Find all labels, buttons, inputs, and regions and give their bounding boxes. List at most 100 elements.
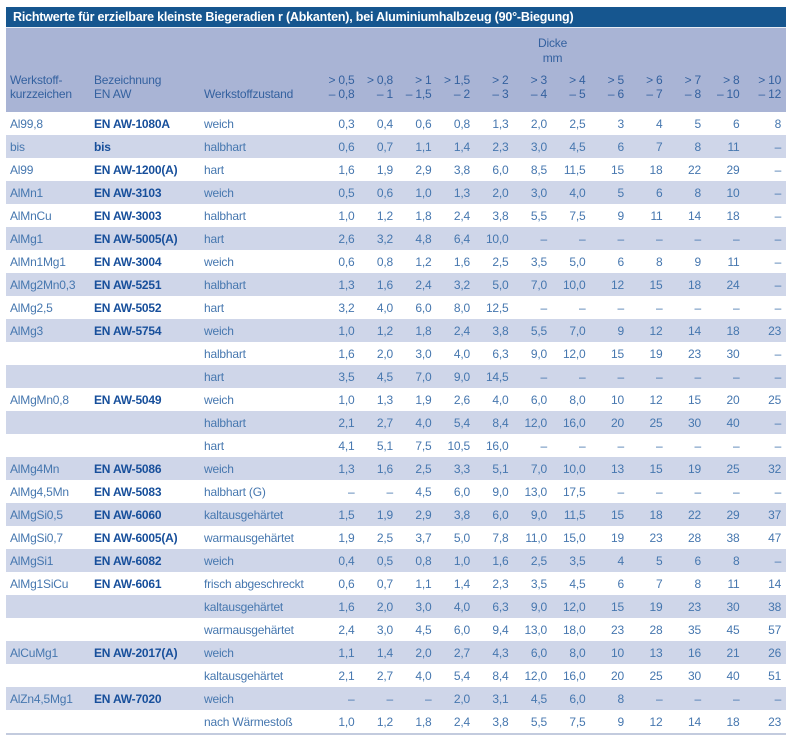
value-cell: 3,0 (401, 595, 440, 618)
en-aw-cell (94, 710, 204, 734)
value-cell: 3,8 (492, 714, 509, 729)
state-cell: weich (204, 181, 324, 204)
value-cell: 28 (688, 530, 701, 545)
value-cell: 6,0 (555, 687, 594, 710)
state-cell: halbhart (204, 208, 246, 223)
value-cell: 51 (768, 668, 782, 683)
value-cell: 10,5 (447, 438, 470, 453)
value-cell: 3,5 (324, 365, 363, 388)
value-cell: – (694, 484, 702, 499)
thickness-col-to: – 6 (593, 87, 632, 112)
value-cell: 9,0 (516, 595, 555, 618)
value-cell: 1,6 (362, 457, 401, 480)
value-cell: – (324, 687, 363, 710)
table-row: warmausgehärtet 2,4 3,0 4,5 6,0 9,4 13,0 18,0 23… (6, 618, 786, 641)
value-cell: 40 (709, 411, 748, 434)
value-cell: – (617, 484, 625, 499)
value-cell: – (774, 208, 782, 223)
value-cell: 5,0 (569, 254, 586, 269)
material-column-label-line1: Werkstoff- (6, 65, 94, 87)
value-cell: 3,1 (478, 687, 517, 710)
value-cell: 3,0 (376, 622, 393, 637)
value-cell: 6 (733, 116, 740, 131)
en-aw-cell: bis (94, 135, 204, 158)
value-cell: 2,0 (530, 116, 547, 131)
value-cell: 30 (726, 346, 740, 361)
value-cell: 12 (632, 319, 671, 342)
table-row: AlMgSi1 EN AW-6082 weich 0,4 0,5 0,8 1,0 1,6 2,5… (6, 549, 787, 572)
value-cell: 4,5 (362, 365, 401, 388)
header-labels-top-row: Werkstoff- Bezeichnung > 0,5 > 0,8 > 1 > 1,… (6, 65, 787, 87)
value-cell: 14,5 (478, 365, 517, 388)
value-cell: 8 (670, 135, 709, 158)
value-cell: 2,4 (453, 714, 470, 729)
value-cell: 3,0 (516, 135, 555, 158)
value-cell: 2,0 (439, 687, 478, 710)
value-cell: 6,0 (530, 392, 547, 407)
material-cell: AlMg1 (6, 227, 94, 250)
value-cell: 14 (688, 208, 701, 223)
thickness-col-to: – 1 (362, 87, 401, 112)
value-cell: 8,4 (492, 668, 509, 683)
value-cell: 6 (593, 135, 632, 158)
thickness-col-to: – 7 (632, 87, 671, 112)
value-cell: 30 (688, 668, 701, 683)
state-cell: kaltausgehärtet (204, 595, 324, 618)
header-spacer (6, 50, 324, 65)
value-cell: – (747, 687, 787, 710)
value-cell: 11 (727, 576, 740, 591)
en-aw-cell: EN AW-2017(A) (94, 641, 204, 664)
value-cell: 7 (656, 576, 663, 591)
table-row: Al99 EN AW-1200(A) hart 1,6 1,9 2,9 3,8 6,0 8,5 1… (6, 158, 786, 181)
thickness-col-from: > 0,5 (324, 65, 363, 87)
value-cell: 29 (709, 503, 748, 526)
value-cell: 23 (688, 346, 701, 361)
material-cell: bis (6, 135, 94, 158)
material-cell (6, 365, 94, 388)
material-cell: AlMgMn0,8 (10, 392, 69, 407)
value-cell: 2,4 (338, 622, 355, 637)
header-spacer (6, 28, 324, 50)
value-cell: 0,5 (362, 549, 401, 572)
state-cell: hart (204, 365, 324, 388)
value-cell: 10,0 (478, 227, 517, 250)
state-cell: hart (204, 300, 224, 315)
value-cell: 9 (593, 319, 632, 342)
value-cell: 18 (709, 319, 748, 342)
state-column-label-spacer (204, 65, 324, 87)
table-row: AlMgSi0,7 EN AW-6005(A) warmausgehärtet 1,9… (6, 526, 786, 549)
material-cell (6, 595, 94, 618)
value-cell: 1,1 (401, 135, 440, 158)
value-cell: 2,3 (478, 135, 517, 158)
value-cell: 2,0 (376, 346, 393, 361)
en-aw-cell: EN AW-7020 (94, 687, 204, 710)
value-cell: – (774, 162, 782, 177)
thickness-col-from: > 4 (555, 65, 594, 87)
value-cell: 4,5 (415, 622, 432, 637)
thickness-col-from: > 8 (709, 65, 748, 87)
table-row: AlMg4,5Mn EN AW-5083 halbhart (G) – – 4,5 6,0 9… (6, 480, 786, 503)
state-cell: weich (204, 116, 234, 131)
value-cell: 0,6 (362, 181, 401, 204)
value-cell: 3,0 (415, 346, 432, 361)
value-cell: 0,8 (453, 116, 470, 131)
value-cell: – (709, 227, 748, 250)
value-cell: 3,0 (516, 181, 555, 204)
value-cell: 1,8 (401, 319, 440, 342)
value-cell: 8 (709, 549, 748, 572)
value-cell: 18,0 (562, 622, 586, 637)
value-cell: 5,4 (439, 411, 478, 434)
value-cell: 12,5 (485, 300, 509, 315)
value-cell: 2,5 (376, 530, 393, 545)
value-cell: 4,1 (338, 438, 355, 453)
table-row: AlMn1 EN AW-3103 weich 0,5 0,6 1,0 1,3 2,0 3,0 4,… (6, 181, 787, 204)
value-cell: 15 (593, 595, 632, 618)
material-cell: AlMg3 (6, 319, 94, 342)
value-cell: 6,0 (478, 503, 517, 526)
value-cell: 2,0 (478, 181, 517, 204)
value-cell: – (709, 365, 748, 388)
value-cell: – (632, 687, 671, 710)
value-cell: 6,0 (492, 162, 509, 177)
thickness-col-from: > 1,5 (439, 65, 478, 87)
value-cell: 10 (593, 641, 632, 664)
